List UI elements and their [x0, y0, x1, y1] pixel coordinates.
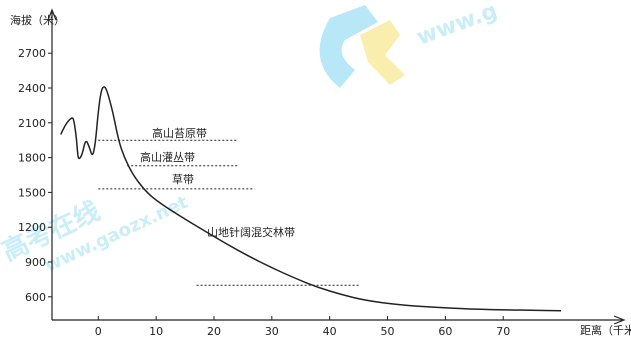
y-axis-title: 海拔（米）: [10, 13, 65, 27]
y-tick-label: 2700: [18, 47, 46, 60]
x-axis-arrow: [613, 315, 626, 325]
y-axis-arrow: [47, 8, 57, 21]
y-tick-label: 1200: [18, 221, 46, 234]
gk-logo: [319, 5, 405, 88]
x-tick-label: 10: [149, 325, 163, 338]
y-tick-label: 1500: [18, 186, 46, 199]
x-tick-label: 70: [496, 325, 510, 338]
x-tick-label: 60: [438, 325, 452, 338]
x-tick-label: 50: [381, 325, 395, 338]
zone-label: 草带: [172, 173, 194, 186]
x-tick-label: 20: [207, 325, 221, 338]
x-tick-label: 40: [323, 325, 337, 338]
zone-label: 高山苔原带: [152, 126, 207, 140]
y-tick-label: 2400: [18, 82, 46, 95]
x-tick-label: 30: [265, 325, 279, 338]
terrain-profile-line: [60, 86, 562, 312]
y-tick-label: 600: [25, 291, 46, 304]
logo-c-shape: [319, 5, 378, 88]
y-tick-label: 2100: [18, 117, 46, 130]
axes: 600 900 1200 1500 1800 2100 2400 2700 0 10 20 30 40 5…: [18, 8, 626, 338]
logo-k-shape: [360, 20, 405, 85]
x-axis-title: 距离（千米）: [580, 323, 631, 337]
x-tick-label: 0: [95, 325, 102, 338]
series-layer: [60, 86, 562, 312]
watermark-text-url-top: www.g: [414, 0, 501, 51]
zone-label: 山地针阔混交林带: [207, 225, 295, 239]
zone-label: 高山灌丛带: [140, 150, 195, 164]
y-tick-label: 900: [25, 256, 46, 269]
axis-labels: 海拔（米） 距离（千米）: [10, 13, 631, 337]
y-tick-label: 1800: [18, 152, 46, 165]
